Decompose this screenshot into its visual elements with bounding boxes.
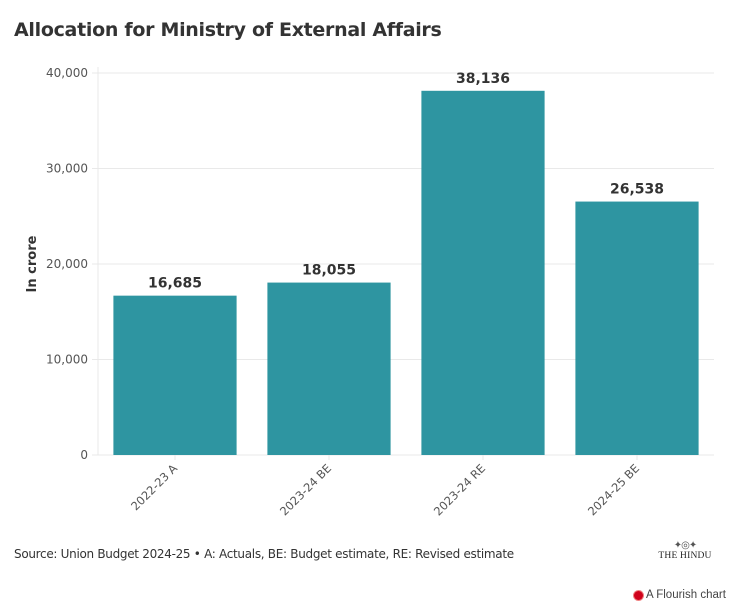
the-hindu-logo[interactable]: ✦◎✦ THE HINDU [657,540,713,562]
x-tick-label: 2023-24 RE [431,461,488,518]
data-label: 38,136 [456,71,510,87]
bars [113,90,699,455]
data-label: 18,055 [302,263,356,279]
y-tick-label: 0 [80,448,88,462]
y-axis-ticks: 0 10,000 20,000 30,000 40,000 [46,66,88,462]
chart-title: Allocation for Ministry of External Affa… [14,19,442,41]
flourish-label: A Flourish chart [646,589,726,601]
bar[interactable] [575,201,699,455]
logo-text: THE HINDU [658,551,712,561]
x-axis-ticks: 2022-23 A 2023-24 BE 2023-24 RE 2024-25 BE [128,455,642,518]
bar[interactable] [113,295,237,455]
bar[interactable] [267,282,391,455]
y-tick-label: 20,000 [46,257,88,271]
data-label: 16,685 [148,276,202,292]
source-note: Source: Union Budget 2024-25 • A: Actual… [14,547,514,561]
y-axis-label: In crore [25,235,40,292]
y-tick-label: 30,000 [46,162,88,176]
newspaper-emblem-icon: ✦◎✦ [673,540,697,551]
bar[interactable] [421,90,545,455]
data-labels: 16,685 18,055 38,136 26,538 [148,71,664,292]
y-tick-label: 40,000 [46,66,88,80]
y-tick-label: 10,000 [46,353,88,367]
flourish-logo-icon [634,590,643,600]
x-tick-label: 2022-23 A [128,461,180,513]
flourish-credit-link[interactable]: A Flourish chart [634,589,726,601]
data-label: 26,538 [610,182,664,198]
x-tick-label: 2023-24 BE [277,461,334,518]
x-tick-label: 2024-25 BE [585,461,642,518]
